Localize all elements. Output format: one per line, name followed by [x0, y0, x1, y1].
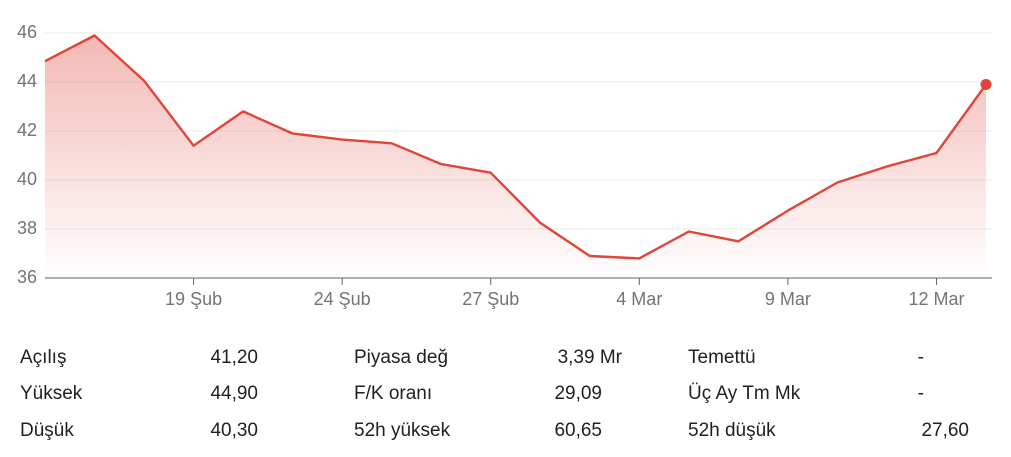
data-point — [439, 162, 443, 166]
stat-label-open: Açılış — [20, 347, 67, 368]
stat-value-52w-high: 60,65 — [554, 420, 602, 441]
x-tick-label: 24 Şub — [314, 289, 371, 309]
data-point — [43, 59, 47, 63]
stat-label-high: Yüksek — [20, 383, 83, 404]
x-tick-label: 9 Mar — [765, 289, 811, 309]
data-point — [934, 151, 938, 155]
stat-label-market-cap: Piyasa değ — [354, 347, 449, 368]
data-point — [786, 209, 790, 213]
y-tick-label: 38 — [17, 218, 37, 238]
data-point — [390, 141, 394, 145]
x-tick-label: 19 Şub — [165, 289, 222, 309]
data-point — [340, 138, 344, 142]
data-point — [241, 109, 245, 113]
stat-label-low: Düşük — [20, 420, 74, 441]
stat-label-dividend: Temettü — [688, 347, 756, 368]
x-tick-label: 4 Mar — [616, 289, 662, 309]
data-point — [637, 256, 641, 260]
stat-value-quarterly-volume: - — [917, 383, 924, 404]
y-axis-labels: 36 38 40 42 44 46 — [17, 22, 37, 287]
stat-label-quarterly-volume: Üç Ay Tm Mk — [688, 383, 801, 404]
stat-value-open: 41,20 — [210, 347, 258, 368]
data-point — [885, 165, 889, 169]
y-tick-label: 40 — [17, 169, 37, 189]
stat-value-high: 44,90 — [210, 383, 258, 404]
stat-value-dividend: - — [917, 347, 924, 368]
price-line — [44, 34, 987, 260]
data-point — [736, 239, 740, 243]
y-tick-label: 36 — [17, 267, 37, 287]
data-point — [687, 229, 691, 233]
stat-label-pe-ratio: F/K oranı — [354, 383, 433, 404]
x-axis-ticks: 19 Şub 24 Şub 27 Şub 4 Mar 9 Mar 12 Mar — [165, 278, 964, 309]
y-tick-label: 44 — [17, 71, 37, 91]
y-tick-label: 46 — [17, 22, 37, 42]
data-point — [93, 33, 97, 37]
stat-value-low: 40,30 — [210, 420, 258, 441]
price-area-fill — [45, 35, 986, 278]
data-point — [538, 221, 542, 225]
stat-label-52w-high: 52h yüksek — [354, 420, 451, 441]
y-tick-label: 42 — [17, 120, 37, 140]
data-point — [489, 171, 493, 175]
x-tick-label: 27 Şub — [462, 289, 519, 309]
stat-label-52w-low: 52h düşük — [688, 420, 776, 441]
stats-table: Açılış 41,20 Yüksek 44,90 Düşük 40,30 Pi… — [0, 335, 1011, 455]
stat-value-52w-low: 27,60 — [921, 420, 969, 441]
x-tick-label: 12 Mar — [908, 289, 964, 309]
data-point — [588, 254, 592, 258]
data-point — [192, 144, 196, 148]
data-point — [835, 180, 839, 184]
data-point — [142, 79, 146, 83]
stat-value-market-cap: 3,39 Mr — [557, 347, 622, 368]
data-point — [291, 131, 295, 135]
data-points — [43, 33, 992, 260]
price-chart: 36 38 40 42 44 46 19 Şub 24 Şub 27 Şub 4 Mar 9 Ma… — [17, 22, 992, 309]
current-price-dot — [980, 78, 992, 90]
stat-value-pe-ratio: 29,09 — [554, 383, 602, 404]
